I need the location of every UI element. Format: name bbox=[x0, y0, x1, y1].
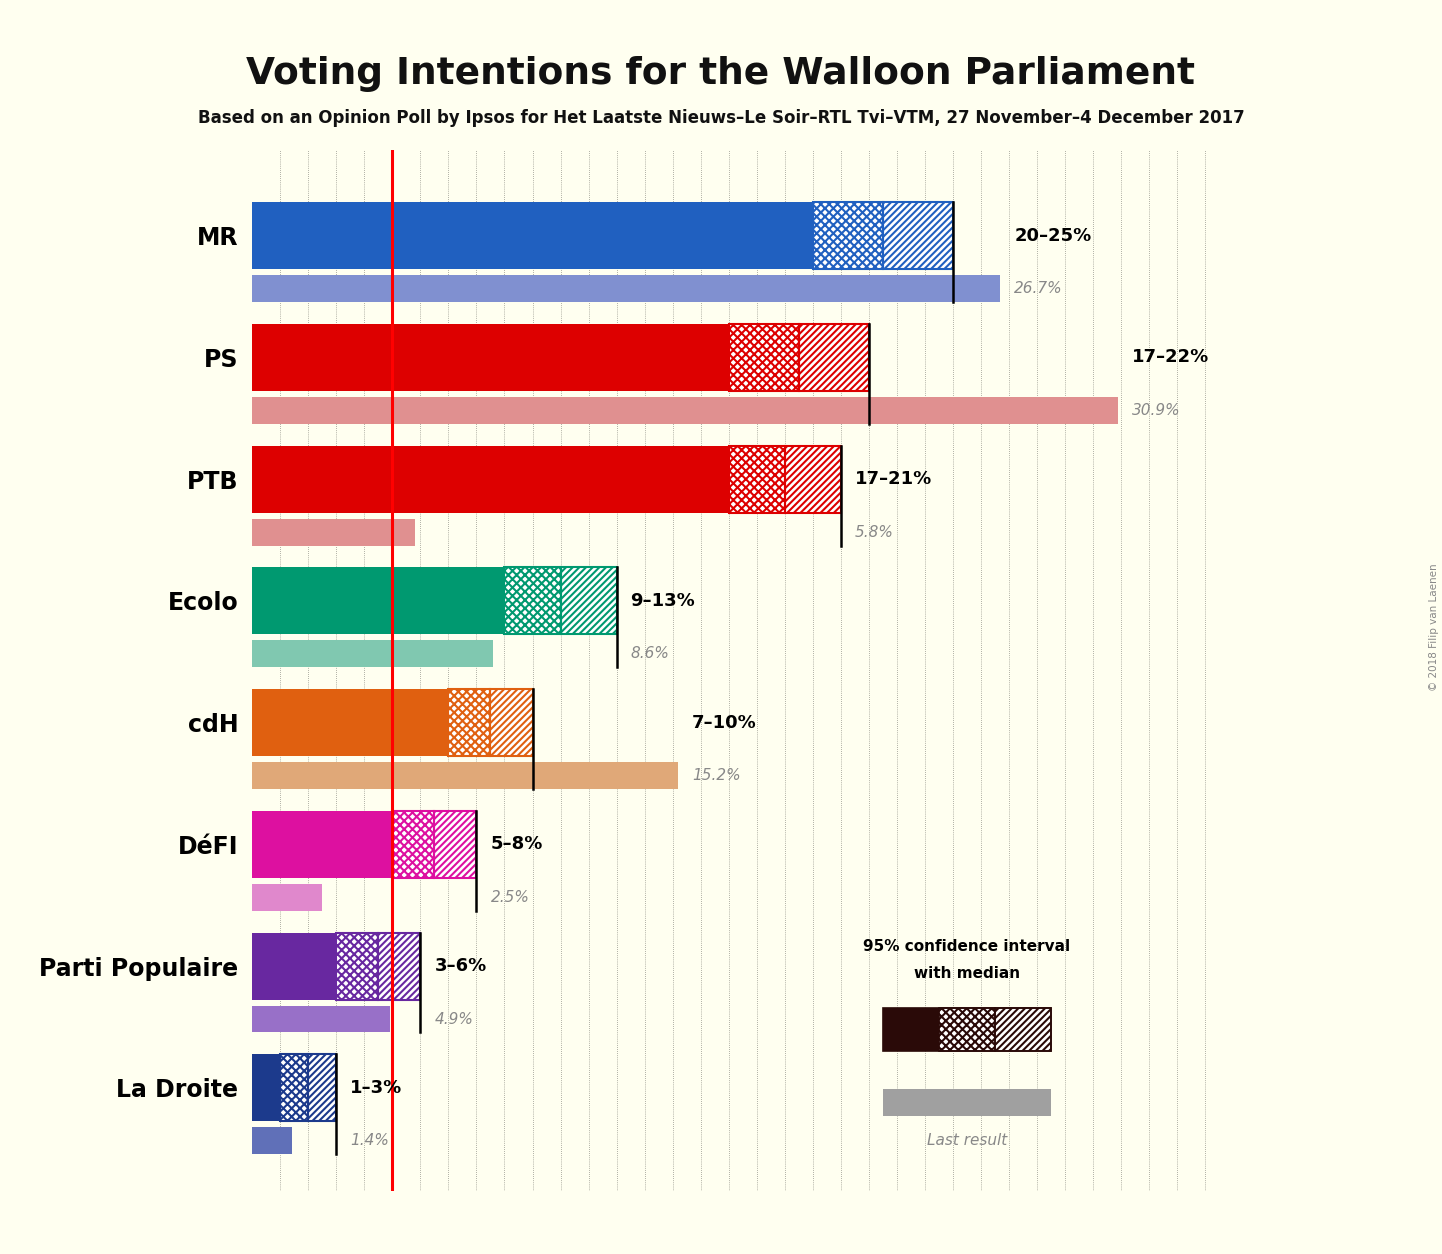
Text: 15.2%: 15.2% bbox=[692, 769, 741, 782]
Bar bbox=[252, 762, 678, 789]
Text: 26.7%: 26.7% bbox=[1014, 281, 1063, 296]
Bar bbox=[252, 445, 728, 513]
Bar bbox=[252, 690, 448, 756]
Text: 2.5%: 2.5% bbox=[490, 890, 529, 905]
Bar bbox=[728, 445, 784, 513]
Bar bbox=[252, 398, 1118, 424]
Text: 5.8%: 5.8% bbox=[855, 524, 894, 539]
Bar bbox=[252, 1055, 280, 1121]
Bar bbox=[252, 1127, 291, 1154]
Bar bbox=[252, 324, 728, 391]
Bar bbox=[728, 324, 799, 391]
Bar bbox=[252, 202, 813, 270]
Text: 4.9%: 4.9% bbox=[434, 1012, 473, 1027]
Bar bbox=[252, 519, 415, 545]
Bar bbox=[448, 690, 490, 756]
Bar bbox=[883, 1008, 939, 1051]
Text: Voting Intentions for the Walloon Parliament: Voting Intentions for the Walloon Parlia… bbox=[247, 56, 1195, 93]
Text: with median: with median bbox=[914, 966, 1019, 981]
Bar bbox=[883, 202, 953, 270]
Bar bbox=[505, 567, 561, 635]
Text: Last result: Last result bbox=[927, 1132, 1007, 1147]
Bar bbox=[490, 690, 532, 756]
Bar bbox=[252, 641, 493, 667]
Bar bbox=[995, 1008, 1051, 1051]
Bar bbox=[813, 202, 883, 270]
Bar bbox=[280, 1055, 309, 1121]
Bar bbox=[252, 1006, 389, 1032]
Bar bbox=[252, 519, 415, 545]
Bar bbox=[490, 690, 532, 756]
Bar bbox=[252, 641, 493, 667]
Text: 20–25%: 20–25% bbox=[1014, 227, 1092, 245]
Bar bbox=[252, 276, 1001, 302]
Bar bbox=[883, 1008, 1051, 1051]
Text: 17–21%: 17–21% bbox=[855, 470, 932, 488]
Text: © 2018 Filip van Laenen: © 2018 Filip van Laenen bbox=[1429, 563, 1439, 691]
Bar bbox=[505, 567, 561, 635]
Bar bbox=[252, 567, 505, 635]
Bar bbox=[392, 811, 434, 878]
Text: 3–6%: 3–6% bbox=[434, 957, 487, 976]
Bar bbox=[252, 398, 1118, 424]
Bar bbox=[336, 933, 378, 999]
Text: 5–8%: 5–8% bbox=[490, 835, 542, 854]
Text: 1.4%: 1.4% bbox=[350, 1134, 389, 1149]
Text: Based on an Opinion Poll by Ipsos for Het Laatste Nieuws–Le Soir–RTL Tvi–VTM, 27: Based on an Opinion Poll by Ipsos for He… bbox=[198, 109, 1244, 127]
Bar bbox=[336, 933, 378, 999]
Bar bbox=[252, 884, 323, 910]
Bar bbox=[728, 324, 799, 391]
Bar bbox=[883, 202, 953, 270]
Text: 17–22%: 17–22% bbox=[1132, 349, 1210, 366]
Bar bbox=[784, 445, 841, 513]
Bar bbox=[309, 1055, 336, 1121]
Text: 30.9%: 30.9% bbox=[1132, 403, 1181, 418]
Bar bbox=[561, 567, 617, 635]
Bar bbox=[378, 933, 421, 999]
Bar bbox=[252, 884, 323, 910]
Bar bbox=[561, 567, 617, 635]
Bar bbox=[309, 1055, 336, 1121]
Bar bbox=[939, 1008, 995, 1051]
Bar bbox=[448, 690, 490, 756]
Text: 9–13%: 9–13% bbox=[630, 592, 695, 609]
Bar bbox=[813, 202, 883, 270]
Bar bbox=[939, 1008, 995, 1051]
Bar bbox=[799, 324, 868, 391]
Text: 8.6%: 8.6% bbox=[630, 646, 669, 661]
Bar bbox=[995, 1008, 1051, 1051]
Bar bbox=[784, 445, 841, 513]
Bar bbox=[252, 811, 392, 878]
Bar bbox=[434, 811, 476, 878]
Text: 7–10%: 7–10% bbox=[692, 714, 757, 731]
Bar bbox=[883, 1088, 1051, 1116]
Bar bbox=[378, 933, 421, 999]
Bar bbox=[252, 1127, 291, 1154]
Text: 1–3%: 1–3% bbox=[350, 1078, 402, 1097]
Bar bbox=[434, 811, 476, 878]
Bar bbox=[280, 1055, 309, 1121]
Text: 95% confidence interval: 95% confidence interval bbox=[864, 939, 1070, 954]
Bar bbox=[883, 1088, 1051, 1116]
Bar bbox=[252, 933, 336, 999]
Bar bbox=[728, 445, 784, 513]
Bar bbox=[252, 276, 1001, 302]
Bar bbox=[799, 324, 868, 391]
Bar bbox=[252, 762, 678, 789]
Bar bbox=[252, 1006, 389, 1032]
Bar bbox=[392, 811, 434, 878]
